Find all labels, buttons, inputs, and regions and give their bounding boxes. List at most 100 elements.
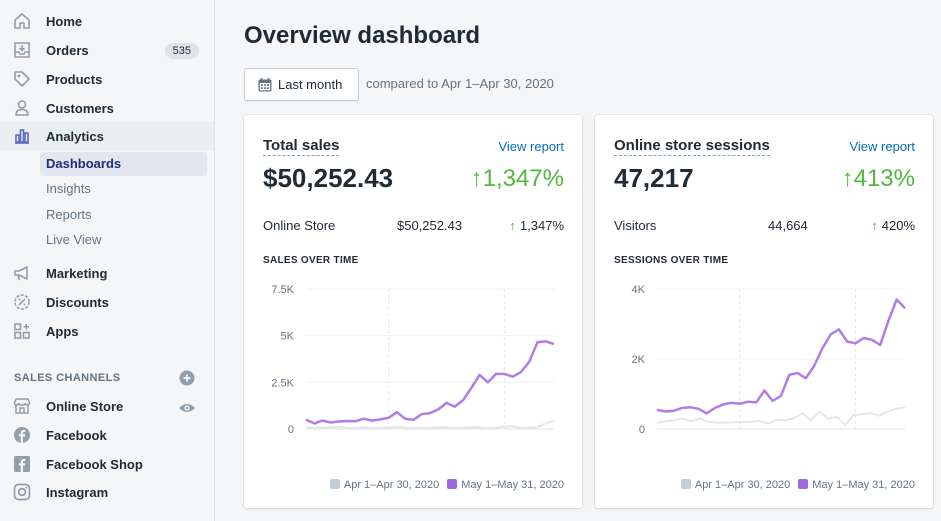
y-tick-label: 4K [632, 284, 646, 296]
legend-label: May 1–May 31, 2020 [812, 479, 915, 491]
sidebar-item-marketing[interactable]: Marketing [0, 259, 214, 287]
sidebar-item-products[interactable]: Products [0, 65, 214, 93]
y-tick-label: 5K [281, 331, 295, 343]
sidebar-item-home[interactable]: Home [0, 7, 214, 35]
series-line-current[interactable] [305, 340, 555, 425]
tag-icon [14, 71, 30, 87]
chart-title: SESSIONS OVER TIME [614, 255, 729, 266]
chart-title: SALES OVER TIME [263, 255, 359, 266]
chart-legend: Apr 1–Apr 30, 2020 May 1–May 31, 2020 [680, 479, 915, 491]
sidebar: Home Orders 535 Products Customers Analy… [0, 0, 215, 521]
total-sales-change: ↑1,347% [470, 165, 564, 192]
legend-swatch-current [798, 479, 809, 489]
legend-swatch-current [447, 479, 458, 489]
sidebar-item-label: Instagram [46, 484, 109, 500]
sidebar-channel-online-store[interactable]: Online Store [0, 392, 214, 420]
facebook-shop-icon [14, 456, 30, 472]
store-icon [13, 398, 31, 414]
sidebar-item-label: Facebook [46, 427, 107, 443]
sidebar-subitem-reports[interactable]: Reports [46, 207, 92, 222]
sidebar-subitem-dashboards[interactable]: Dashboards [40, 152, 207, 176]
breakdown-change-value: 420% [881, 218, 915, 233]
sales-channels-heading: SALES CHANNELS [14, 372, 121, 384]
breakdown-label: Visitors [614, 218, 657, 233]
series-line-previous[interactable] [656, 406, 906, 426]
legend-swatch-previous [329, 479, 340, 489]
breakdown-label: Online Store [263, 218, 336, 233]
legend-label: Apr 1–Apr 30, 2020 [694, 479, 791, 491]
discount-icon [14, 294, 30, 310]
date-range-label: Last month [278, 77, 343, 92]
breakdown-change-value: 1,347% [519, 218, 564, 233]
bar-chart-icon [15, 129, 29, 144]
legend-swatch-previous [680, 479, 691, 489]
date-range-button[interactable]: Last month [244, 68, 359, 101]
legend-label: Apr 1–Apr 30, 2020 [343, 479, 440, 491]
sidebar-item-label: Facebook Shop [46, 456, 143, 472]
main-content: Overview dashboard Last month compared t… [215, 0, 941, 521]
y-tick-label: 2K [632, 354, 646, 366]
view-report-link[interactable]: View report [498, 139, 564, 154]
sidebar-item-label: Apps [46, 323, 79, 339]
sidebar-item-orders[interactable]: Orders 535 [0, 36, 214, 64]
person-icon [15, 100, 29, 116]
breakdown-value: $50,252.43 [397, 218, 463, 233]
sidebar-item-apps[interactable]: Apps [0, 317, 214, 345]
breakdown-change: ↑ 1,347% [509, 218, 564, 233]
card-title[interactable]: Total sales [263, 137, 340, 156]
legend-label: May 1–May 31, 2020 [461, 479, 564, 491]
instagram-icon [13, 483, 31, 501]
breakdown-change: ↑ 420% [871, 218, 915, 233]
sidebar-item-label: Discounts [46, 294, 109, 310]
add-channel-icon[interactable] [179, 370, 195, 386]
sessions-over-time-chart: 02K4KMay 11May 25 [632, 284, 906, 435]
legend-item-current[interactable]: May 1–May 31, 2020 [798, 479, 915, 491]
sidebar-item-label: Home [46, 13, 83, 29]
sidebar-item-discounts[interactable]: Discounts [0, 288, 214, 316]
legend-item-previous[interactable]: Apr 1–Apr 30, 2020 [329, 479, 440, 491]
megaphone-icon [14, 266, 28, 281]
apps-icon [14, 323, 30, 339]
sidebar-channel-facebook[interactable]: Facebook [0, 421, 214, 449]
eye-icon[interactable] [178, 401, 196, 415]
y-tick-label: 2.5K [271, 377, 294, 389]
home-icon [14, 13, 30, 29]
sidebar-item-label: Analytics [46, 128, 104, 144]
card-title[interactable]: Online store sessions [614, 137, 770, 156]
legend-item-previous[interactable]: Apr 1–Apr 30, 2020 [680, 479, 791, 491]
arrow-up-icon: ↑ [509, 218, 516, 233]
total-sales-value: $50,252.43 [263, 163, 394, 193]
compare-range-text: compared to Apr 1–Apr 30, 2020 [366, 76, 554, 91]
orders-count-badge: 535 [164, 43, 199, 59]
y-tick-label: 0 [288, 424, 294, 435]
arrow-up-icon: ↑ [871, 218, 878, 233]
sidebar-item-label: Customers [46, 100, 114, 116]
page-title: Overview dashboard [244, 22, 481, 49]
sidebar-subitem-live-view[interactable]: Live View [46, 232, 102, 247]
facebook-icon [14, 427, 30, 443]
sidebar-item-analytics[interactable]: Analytics [0, 122, 214, 150]
total-sales-card: Total sales View report $50,252.43 ↑1,34… [244, 115, 582, 508]
sidebar-channel-facebook-shop[interactable]: Facebook Shop [0, 450, 214, 478]
sessions-value: 47,217 [614, 163, 694, 193]
sessions-change: ↑413% [841, 165, 915, 192]
sidebar-item-label: Products [46, 71, 103, 87]
online-store-sessions-card: Online store sessions View report 47,217… [595, 115, 933, 508]
y-tick-label: 0 [639, 424, 645, 435]
legend-item-current[interactable]: May 1–May 31, 2020 [447, 479, 564, 491]
sidebar-item-label: Orders [46, 42, 89, 58]
sidebar-item-label: Marketing [46, 265, 108, 281]
sidebar-channel-instagram[interactable]: Instagram [0, 478, 214, 506]
sidebar-item-customers[interactable]: Customers [0, 94, 214, 122]
chart-legend: Apr 1–Apr 30, 2020 May 1–May 31, 2020 [329, 479, 564, 491]
orders-icon [14, 42, 30, 58]
sidebar-item-label: Online Store [46, 398, 124, 414]
calendar-icon [258, 78, 272, 92]
y-tick-label: 7.5K [271, 284, 294, 296]
view-report-link[interactable]: View report [849, 139, 915, 154]
series-line-previous[interactable] [305, 419, 555, 430]
breakdown-value: 44,664 [768, 218, 808, 233]
sidebar-subitem-insights[interactable]: Insights [46, 181, 91, 196]
series-line-current[interactable] [656, 298, 906, 415]
